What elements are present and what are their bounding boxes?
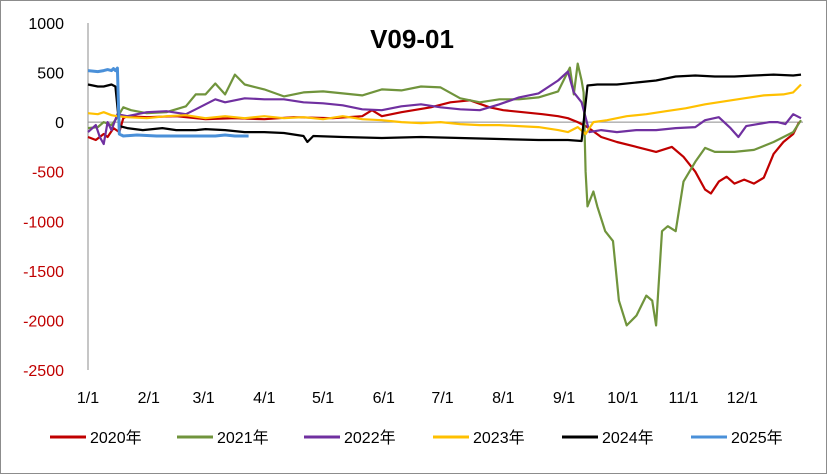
x-tick-label: 10/1 <box>607 390 638 407</box>
chart-title: V09-01 <box>370 24 454 54</box>
x-tick-label: 4/1 <box>253 390 275 407</box>
series-line-2021 <box>87 62 802 327</box>
x-tick-label: 6/1 <box>373 390 395 407</box>
legend-label: 2023年 <box>473 429 525 447</box>
y-tick-label: 0 <box>55 115 64 132</box>
x-tick-label: 3/1 <box>192 390 214 407</box>
x-tick-label: 1/1 <box>77 390 99 407</box>
y-tick-label: -500 <box>32 165 64 182</box>
x-tick-label: 2/1 <box>138 390 160 407</box>
series-line-2025 <box>87 66 249 138</box>
series-line-2020 <box>87 99 801 195</box>
x-tick-label: 7/1 <box>431 390 453 407</box>
x-tick-label: 12/1 <box>727 390 758 407</box>
series-group <box>87 62 802 327</box>
x-tick-label: 8/1 <box>492 390 514 407</box>
legend: 2020年 2021年 2022年 2023年 2024年 2025年 <box>50 429 783 447</box>
y-axis-ticks: 1000 500 0 -500 -1000 -1500 -2000 -2500 <box>23 16 64 380</box>
x-tick-label: 5/1 <box>312 390 334 407</box>
y-tick-label: -2500 <box>23 363 64 380</box>
y-tick-label: 1000 <box>28 16 64 33</box>
y-tick-label: -1500 <box>23 264 64 281</box>
legend-label: 2025年 <box>731 429 783 447</box>
x-tick-label: 9/1 <box>553 390 575 407</box>
legend-label: 2022年 <box>344 429 396 447</box>
y-tick-label: 500 <box>37 66 64 83</box>
x-tick-label: 11/1 <box>669 390 699 407</box>
series-line-2024 <box>87 73 802 144</box>
y-tick-label: -1000 <box>23 214 64 231</box>
legend-label: 2024年 <box>602 429 654 447</box>
series-line-2022 <box>87 70 802 146</box>
legend-label: 2020年 <box>90 429 142 447</box>
x-axis-ticks: 1/1 2/1 3/1 4/1 5/1 6/1 7/1 8/1 9/1 10/1 11/1 12/1 <box>77 390 758 407</box>
series-line-2023 <box>87 83 802 136</box>
legend-label: 2021年 <box>217 429 269 447</box>
y-tick-label: -2000 <box>23 313 64 330</box>
